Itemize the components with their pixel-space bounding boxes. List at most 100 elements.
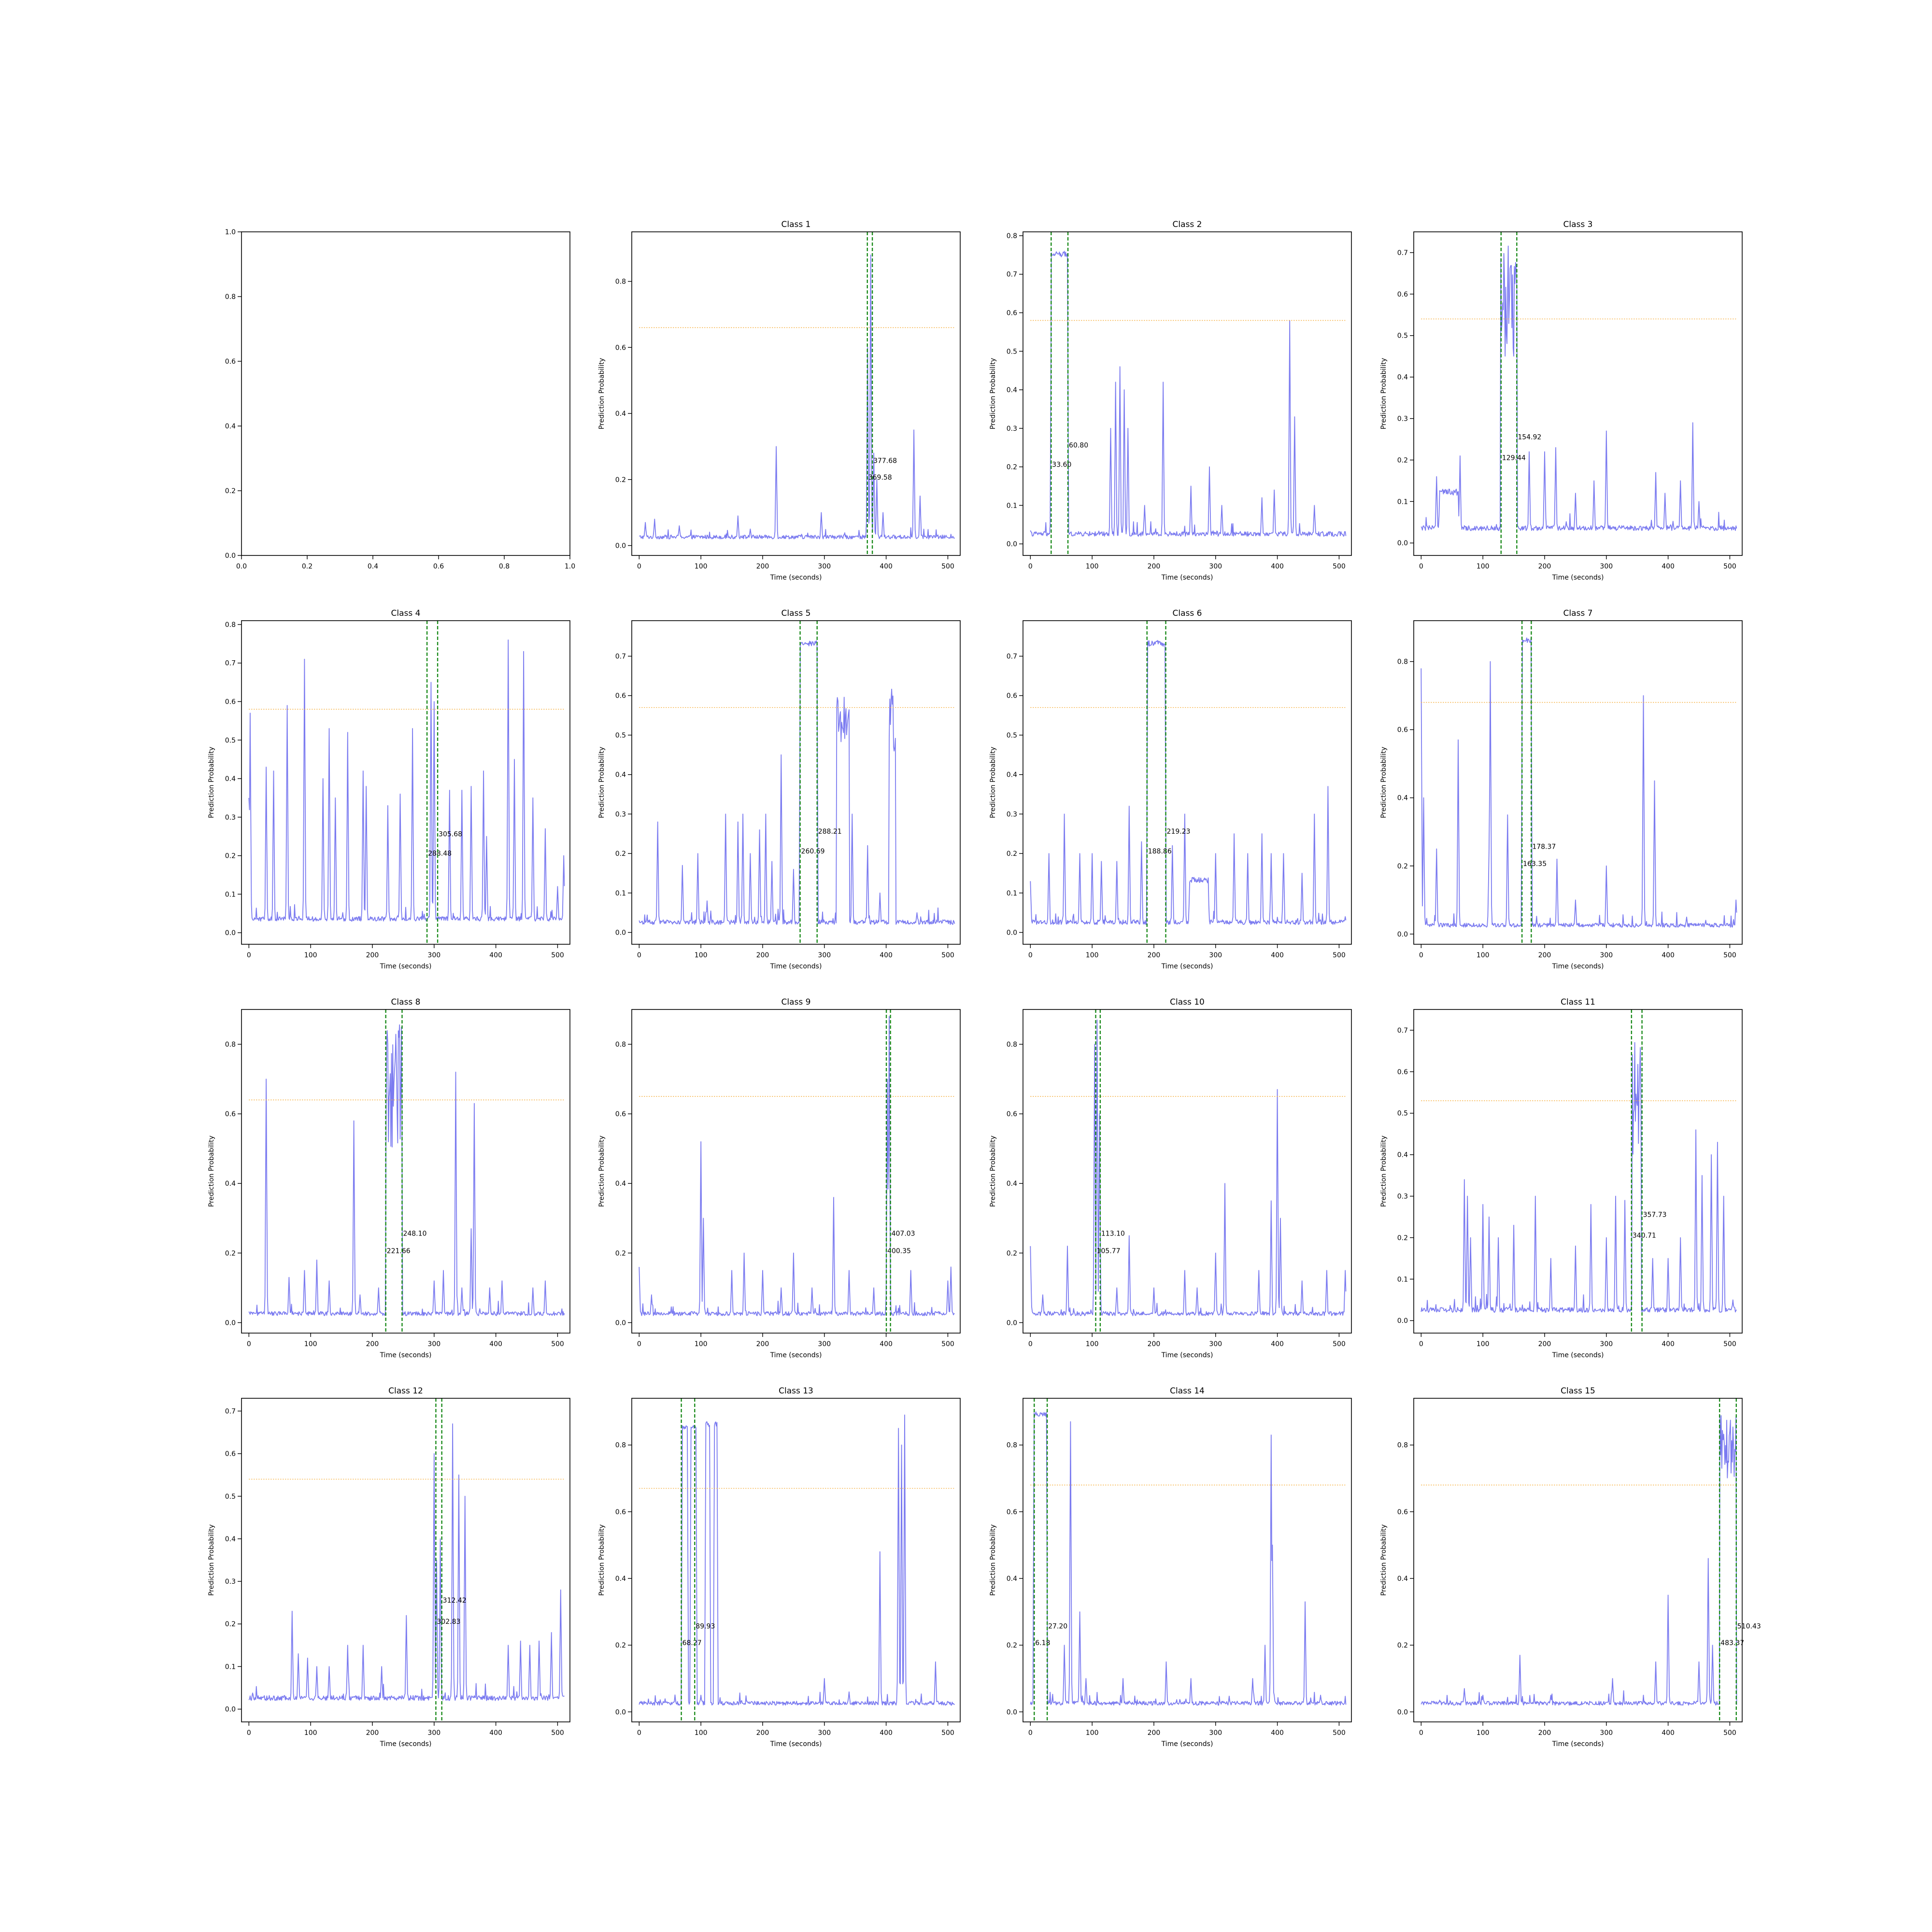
x-tick-label: 200: [756, 1729, 769, 1737]
y-tick-label: 0.0: [615, 542, 626, 550]
y-tick-label: 0.4: [615, 1180, 626, 1188]
x-tick-label: 400: [880, 1340, 893, 1348]
x-axis-label: Time (seconds): [1552, 574, 1604, 582]
marker-label: 68.27: [682, 1639, 702, 1647]
x-axis-label: Time (seconds): [1161, 1351, 1213, 1359]
x-tick-label: 100: [1086, 952, 1099, 959]
y-tick-label: 0.5: [1397, 1110, 1408, 1118]
x-tick-label: 0: [1419, 1340, 1423, 1348]
y-tick-label: 0.4: [225, 423, 236, 430]
y-tick-label: 0.8: [225, 293, 236, 301]
subplot-title: Class 1: [781, 220, 811, 229]
x-axis-label: Time (seconds): [1552, 1351, 1604, 1359]
marker-label: 305.68: [439, 831, 462, 838]
marker-label: 248.10: [403, 1230, 426, 1237]
x-tick-label: 0: [1028, 563, 1033, 570]
empty-axes: 0.0 0.2 0.4 0.6 0.8 1.0 0.0 0.2 0.4 0.6 0.8 1.0: [225, 228, 575, 570]
y-tick-label: 0.2: [1007, 464, 1017, 471]
x-tick-label: 500: [941, 952, 954, 959]
y-tick-label: 0.2: [225, 852, 236, 860]
marker-label: 60.80: [1069, 442, 1088, 450]
marker-label: 377.68: [873, 457, 897, 465]
y-tick-label: 0.5: [615, 732, 626, 739]
y-tick-label: 0.1: [615, 890, 626, 897]
x-axis-label: Time (seconds): [1161, 963, 1213, 970]
x-tick-label: 100: [695, 952, 708, 959]
subplot-title: Class 9: [781, 997, 811, 1007]
x-tick-label: 100: [1086, 563, 1099, 570]
y-tick-label: 0.7: [615, 653, 626, 661]
y-tick-label: 0.8: [615, 1041, 626, 1049]
y-tick-label: 0.2: [1397, 1234, 1408, 1242]
marker-label: 188.86: [1148, 848, 1172, 855]
y-tick-label: 0.2: [1007, 1642, 1017, 1649]
y-tick-label: 0.5: [1007, 732, 1017, 739]
x-tick-label: 0: [1419, 1729, 1423, 1737]
y-tick-label: 0.5: [225, 737, 236, 744]
marker-label: 163.35: [1523, 860, 1547, 868]
y-tick-label: 0.6: [1007, 692, 1017, 700]
x-tick-label: 200: [756, 563, 769, 570]
subplot-class-14: 6.18 27.20 0 100 200 300 400 500 0.0 0.2 0.4 0.6 0.8…: [989, 1386, 1352, 1748]
marker-label: 400.35: [887, 1247, 911, 1255]
prediction-line: [1030, 1019, 1347, 1316]
axes-frame: [1413, 231, 1743, 556]
marker-label: 221.66: [387, 1247, 411, 1255]
y-tick-label: 0.4: [1397, 1151, 1408, 1159]
x-tick-label: 300: [427, 952, 440, 959]
y-tick-label: 0.2: [615, 476, 626, 484]
y-tick-label: 0.0: [1397, 540, 1408, 547]
marker-label: 312.42: [443, 1597, 467, 1605]
x-tick-label: 300: [818, 1729, 831, 1737]
prediction-line: [1421, 245, 1737, 531]
y-tick-label: 0.2: [615, 1642, 626, 1649]
y-tick-label: 0.5: [1397, 332, 1408, 340]
x-tick-label: 300: [1600, 1340, 1613, 1348]
subplot-title: Class 15: [1561, 1386, 1595, 1396]
y-tick-label: 0.8: [1007, 1442, 1017, 1449]
y-tick-label: 0.4: [1397, 795, 1408, 802]
y-tick-label: 0.2: [615, 850, 626, 858]
y-tick-label: 0.0: [225, 929, 236, 937]
axes-frame: [241, 231, 570, 556]
x-tick-label: 400: [880, 563, 893, 570]
x-tick-label: 200: [1148, 1729, 1161, 1737]
marker-label: 178.37: [1532, 843, 1556, 851]
marker-label: 357.73: [1643, 1211, 1667, 1219]
y-tick-label: 0.8: [615, 278, 626, 286]
x-tick-label: 300: [1209, 1340, 1222, 1348]
marker-label: 340.71: [1633, 1232, 1656, 1239]
y-tick-label: 0.4: [225, 1535, 236, 1543]
y-axis-label: Prediction Probability: [598, 1524, 606, 1596]
y-tick-label: 0.6: [1397, 1068, 1408, 1076]
x-tick-label: 100: [1086, 1729, 1099, 1737]
y-axis-label: Prediction Probability: [1380, 747, 1388, 818]
y-tick-label: 0.8: [1007, 232, 1017, 240]
axes-frame: [241, 620, 570, 945]
prediction-line: [248, 639, 565, 922]
prediction-line: [1030, 640, 1347, 925]
x-tick-label: 400: [1271, 952, 1284, 959]
x-tick-label: 200: [1148, 952, 1161, 959]
subplot-title: Class 12: [388, 1386, 423, 1396]
y-tick-label: 0.0: [225, 1319, 236, 1327]
prediction-line: [639, 1016, 955, 1316]
x-tick-label: 0: [1419, 563, 1423, 570]
marker-label: 407.03: [892, 1230, 915, 1237]
axes-frame: [241, 1398, 570, 1722]
x-axis-label: Time (seconds): [770, 1740, 822, 1748]
y-tick-label: 0.4: [1397, 374, 1408, 382]
x-tick-label: 100: [695, 563, 708, 570]
marker-label: 27.20: [1048, 1623, 1067, 1631]
x-tick-label: 500: [551, 1729, 564, 1737]
y-tick-label: 0.0: [1007, 540, 1017, 548]
y-tick-label: 0.4: [615, 771, 626, 779]
x-tick-label: 0: [247, 1340, 251, 1348]
subplot-title: Class 4: [391, 609, 421, 618]
x-tick-label: 200: [366, 952, 379, 959]
y-tick-label: 0.6: [1397, 291, 1408, 298]
x-tick-label: 500: [1333, 952, 1346, 959]
x-tick-label: 500: [551, 952, 564, 959]
x-axis-label: Time (seconds): [770, 1351, 822, 1359]
x-tick-label: 400: [1271, 1729, 1284, 1737]
